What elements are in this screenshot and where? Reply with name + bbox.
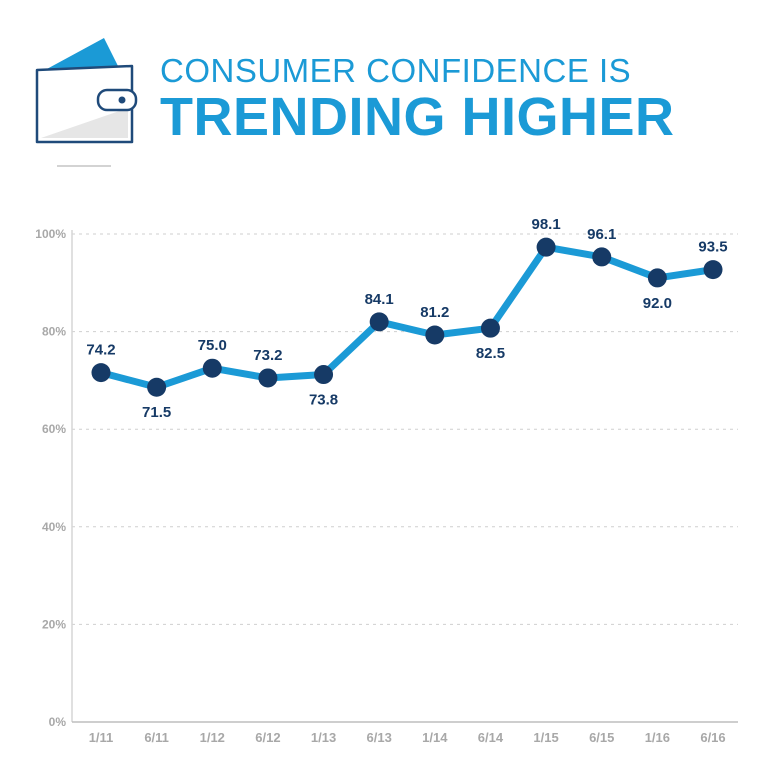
y-tick-label: 40% <box>42 520 66 534</box>
data-label: 75.0 <box>198 337 227 354</box>
data-point <box>369 312 389 332</box>
data-label: 92.0 <box>643 295 672 312</box>
series-line <box>97 243 717 391</box>
data-point <box>202 358 222 378</box>
data-point <box>258 368 278 388</box>
grid-lines <box>71 230 738 723</box>
data-point <box>91 363 111 383</box>
x-tick-label: 1/13 <box>311 730 336 745</box>
y-tick-label: 20% <box>42 617 66 631</box>
x-tick-label: 6/14 <box>478 730 504 745</box>
x-tick-label: 1/11 <box>89 730 114 745</box>
wallet-icon <box>35 38 138 144</box>
x-tick-label: 1/15 <box>533 730 558 745</box>
x-tick-label: 6/11 <box>144 730 169 745</box>
x-tick-label: 1/16 <box>645 730 670 745</box>
data-label: 71.5 <box>142 404 171 421</box>
data-label: 73.8 <box>309 392 338 409</box>
data-label: 98.1 <box>531 216 560 233</box>
data-point <box>147 377 167 397</box>
data-label: 73.2 <box>253 347 282 364</box>
x-tick-label: 6/13 <box>367 730 392 745</box>
title-divider <box>57 165 111 167</box>
x-tick-label: 1/12 <box>200 730 225 745</box>
data-label: 74.2 <box>86 342 115 359</box>
data-point <box>647 268 667 288</box>
data-labels: 74.2 71.5 75.0 73.2 73.8 84.1 81.2 82.5 98.1 96.1… <box>86 216 727 421</box>
title-line-2: TRENDING HIGHER <box>160 87 675 147</box>
data-label: 81.2 <box>420 304 449 321</box>
x-tick-label: 6/12 <box>255 730 280 745</box>
data-point <box>703 260 723 280</box>
header: CONSUMER CONFIDENCE IS TRENDING HIGHER <box>0 0 780 180</box>
data-point <box>480 318 500 338</box>
data-point <box>425 325 445 345</box>
data-markers <box>91 237 723 397</box>
y-tick-label: 80% <box>42 325 66 339</box>
title-line-1: CONSUMER CONFIDENCE IS <box>160 52 632 89</box>
x-tick-label: 6/16 <box>700 730 725 745</box>
y-tick-labels: 0% 20% 40% 60% 80% 100% <box>35 227 66 729</box>
data-label: 93.5 <box>698 239 727 256</box>
y-tick-label: 0% <box>49 715 67 729</box>
data-label: 84.1 <box>365 291 394 308</box>
data-point <box>536 237 556 257</box>
series-line-path <box>97 243 717 391</box>
y-tick-label: 100% <box>35 227 66 241</box>
data-point <box>592 247 612 267</box>
y-tick-label: 60% <box>42 422 66 436</box>
data-point <box>314 365 334 385</box>
x-tick-label: 1/14 <box>422 730 448 745</box>
data-label: 96.1 <box>587 226 616 243</box>
x-tick-label: 6/15 <box>589 730 614 745</box>
data-label: 82.5 <box>476 345 505 362</box>
x-tick-labels: 1/11 6/11 1/12 6/12 1/13 6/13 1/14 6/14 1/15 6/15… <box>89 730 726 745</box>
